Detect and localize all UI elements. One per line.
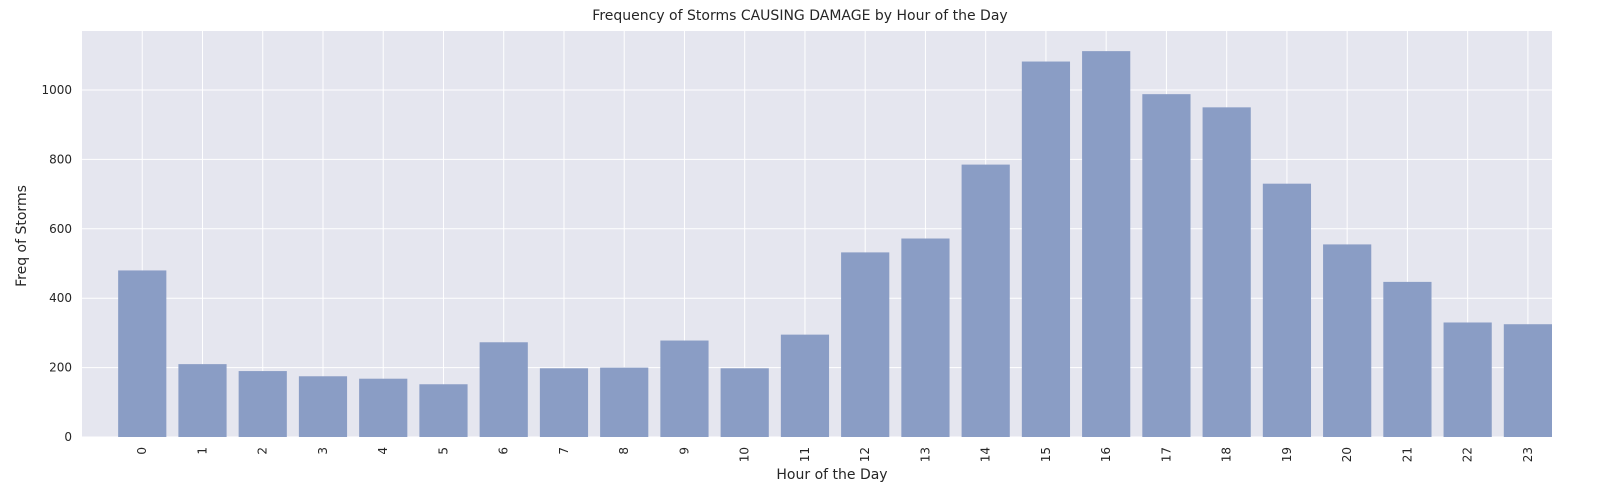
y-tick-label: 800 xyxy=(49,152,72,166)
bar-hour-0 xyxy=(118,270,167,437)
x-tick-label: 16 xyxy=(1099,447,1113,462)
bar-hour-4 xyxy=(359,378,408,437)
x-tick-label: 14 xyxy=(979,447,993,462)
bar-hour-11 xyxy=(780,334,830,437)
bar-hour-6 xyxy=(479,342,528,437)
bar-hour-1 xyxy=(178,364,227,437)
y-tick-label: 0 xyxy=(64,430,72,444)
x-tick-label: 17 xyxy=(1159,447,1173,462)
x-tick-label: 5 xyxy=(436,447,450,455)
y-tick-label: 1000 xyxy=(41,83,72,97)
x-tick-label: 1 xyxy=(195,447,209,455)
bar-hour-10 xyxy=(720,368,769,437)
x-tick-label: 15 xyxy=(1039,447,1053,462)
bar-hour-9 xyxy=(660,340,709,437)
y-tick-label: 600 xyxy=(49,222,72,236)
x-tick-label: 13 xyxy=(918,447,932,462)
x-tick-label: 19 xyxy=(1280,447,1294,462)
x-tick-label: 6 xyxy=(497,447,511,455)
x-tick-label: 18 xyxy=(1220,447,1234,462)
chart-title: Frequency of Storms CAUSING DAMAGE by Ho… xyxy=(592,8,1008,24)
bars xyxy=(118,51,1552,438)
bar-hour-12 xyxy=(841,252,890,437)
x-tick-label: 2 xyxy=(256,447,270,455)
x-tick-label: 23 xyxy=(1521,447,1535,462)
x-tick-label: 10 xyxy=(738,447,752,462)
x-tick-label: 4 xyxy=(376,447,390,455)
x-tick-label: 22 xyxy=(1461,447,1475,462)
bar-hour-21 xyxy=(1383,281,1432,437)
x-tick-label: 7 xyxy=(557,447,571,455)
x-tick-labels: 0 1 2 3 4 5 6 7 8 9 10 11 12 13 14 15 16 17 18 19 20 21 22 23 xyxy=(135,447,1535,462)
bar-hour-16 xyxy=(1082,51,1131,437)
x-tick-label: 3 xyxy=(316,447,330,455)
bar-hour-20 xyxy=(1323,244,1372,437)
x-tick-label: 21 xyxy=(1400,447,1414,462)
y-tick-label: 400 xyxy=(49,291,72,305)
x-tick-label: 20 xyxy=(1340,447,1354,462)
bar-hour-3 xyxy=(298,376,348,437)
bar-hour-7 xyxy=(539,368,589,437)
bar-hour-17 xyxy=(1142,94,1191,438)
x-axis-label: Hour of the Day xyxy=(776,467,888,483)
bar-hour-2 xyxy=(238,371,287,437)
bar-hour-13 xyxy=(901,238,950,437)
bar-hour-23 xyxy=(1503,324,1552,437)
x-tick-label: 0 xyxy=(135,447,149,455)
x-tick-label: 8 xyxy=(617,447,631,455)
y-tick-labels: 0 200 400 600 800 1000 xyxy=(41,83,72,444)
bar-hour-22 xyxy=(1443,322,1492,437)
bar-hour-18 xyxy=(1202,107,1251,437)
bar-hour-19 xyxy=(1262,183,1312,437)
bar-hour-8 xyxy=(600,367,649,437)
x-tick-label: 12 xyxy=(858,447,872,462)
bar-hour-5 xyxy=(419,384,468,437)
y-tick-label: 200 xyxy=(49,361,72,375)
bar-hour-15 xyxy=(1021,61,1071,438)
x-tick-label: 9 xyxy=(677,447,691,455)
x-tick-label: 11 xyxy=(798,447,812,462)
bar-hour-14 xyxy=(961,164,1010,437)
